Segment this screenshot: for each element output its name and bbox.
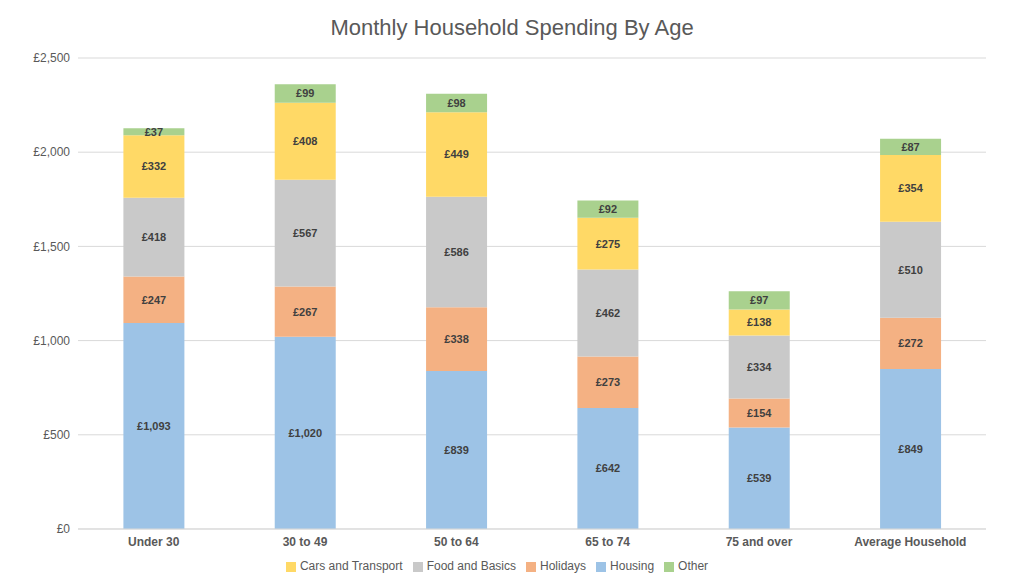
svg-text:65 to 74: 65 to 74	[585, 535, 630, 549]
svg-text:£539: £539	[747, 472, 771, 484]
svg-text:£332: £332	[142, 160, 166, 172]
svg-text:30 to 49: 30 to 49	[283, 535, 328, 549]
svg-text:£462: £462	[596, 307, 620, 319]
svg-text:Average Household: Average Household	[854, 535, 966, 549]
svg-text:£408: £408	[293, 135, 317, 147]
svg-text:£849: £849	[898, 443, 922, 455]
svg-text:£1,093: £1,093	[137, 420, 171, 432]
svg-text:75 and over: 75 and over	[726, 535, 793, 549]
svg-text:£418: £418	[142, 231, 166, 243]
html-text:Other: Other	[678, 559, 709, 573]
svg-text:£449: £449	[444, 148, 468, 160]
svg-text:£98: £98	[447, 97, 465, 109]
svg-text:£275: £275	[596, 238, 620, 250]
html-text:Monthly Household Spending By: Monthly Household Spending By Age	[330, 15, 694, 40]
svg-text:£99: £99	[296, 87, 314, 99]
svg-text:£1,020: £1,020	[288, 427, 322, 439]
svg-text:£338: £338	[444, 333, 468, 345]
svg-text:£2,000: £2,000	[33, 145, 70, 159]
html-text:Housing: Housing	[610, 559, 655, 573]
svg-text:£97: £97	[750, 294, 768, 306]
svg-text:£642: £642	[596, 462, 620, 474]
html-text:Holidays: Holidays	[540, 559, 586, 573]
svg-text:£138: £138	[747, 316, 771, 328]
svg-text:£334: £334	[747, 361, 772, 373]
svg-text:£586: £586	[444, 246, 468, 258]
svg-text:£273: £273	[596, 376, 620, 388]
svg-text:£0: £0	[57, 522, 71, 536]
svg-text:£839: £839	[444, 444, 468, 456]
html-text:Food and Basics: Food and Basics	[426, 559, 516, 573]
svg-text:£1,500: £1,500	[33, 240, 70, 254]
html-text:Cars and Transport: Cars and Transport	[299, 559, 403, 573]
svg-text:£500: £500	[43, 428, 70, 442]
svg-text:£267: £267	[293, 306, 317, 318]
svg-text:£92: £92	[599, 203, 617, 215]
svg-text:£510: £510	[898, 264, 922, 276]
svg-text:£2,500: £2,500	[33, 51, 70, 65]
svg-text:£272: £272	[898, 337, 922, 349]
svg-text:Under 30: Under 30	[128, 535, 180, 549]
svg-text:£1,000: £1,000	[33, 334, 70, 348]
svg-text:50 to 64: 50 to 64	[434, 535, 479, 549]
svg-text:£87: £87	[901, 141, 919, 153]
svg-text:£247: £247	[142, 294, 166, 306]
svg-text:£354: £354	[898, 182, 923, 194]
svg-text:£37: £37	[145, 126, 163, 138]
svg-text:£154: £154	[747, 407, 772, 419]
svg-text:£567: £567	[293, 227, 317, 239]
